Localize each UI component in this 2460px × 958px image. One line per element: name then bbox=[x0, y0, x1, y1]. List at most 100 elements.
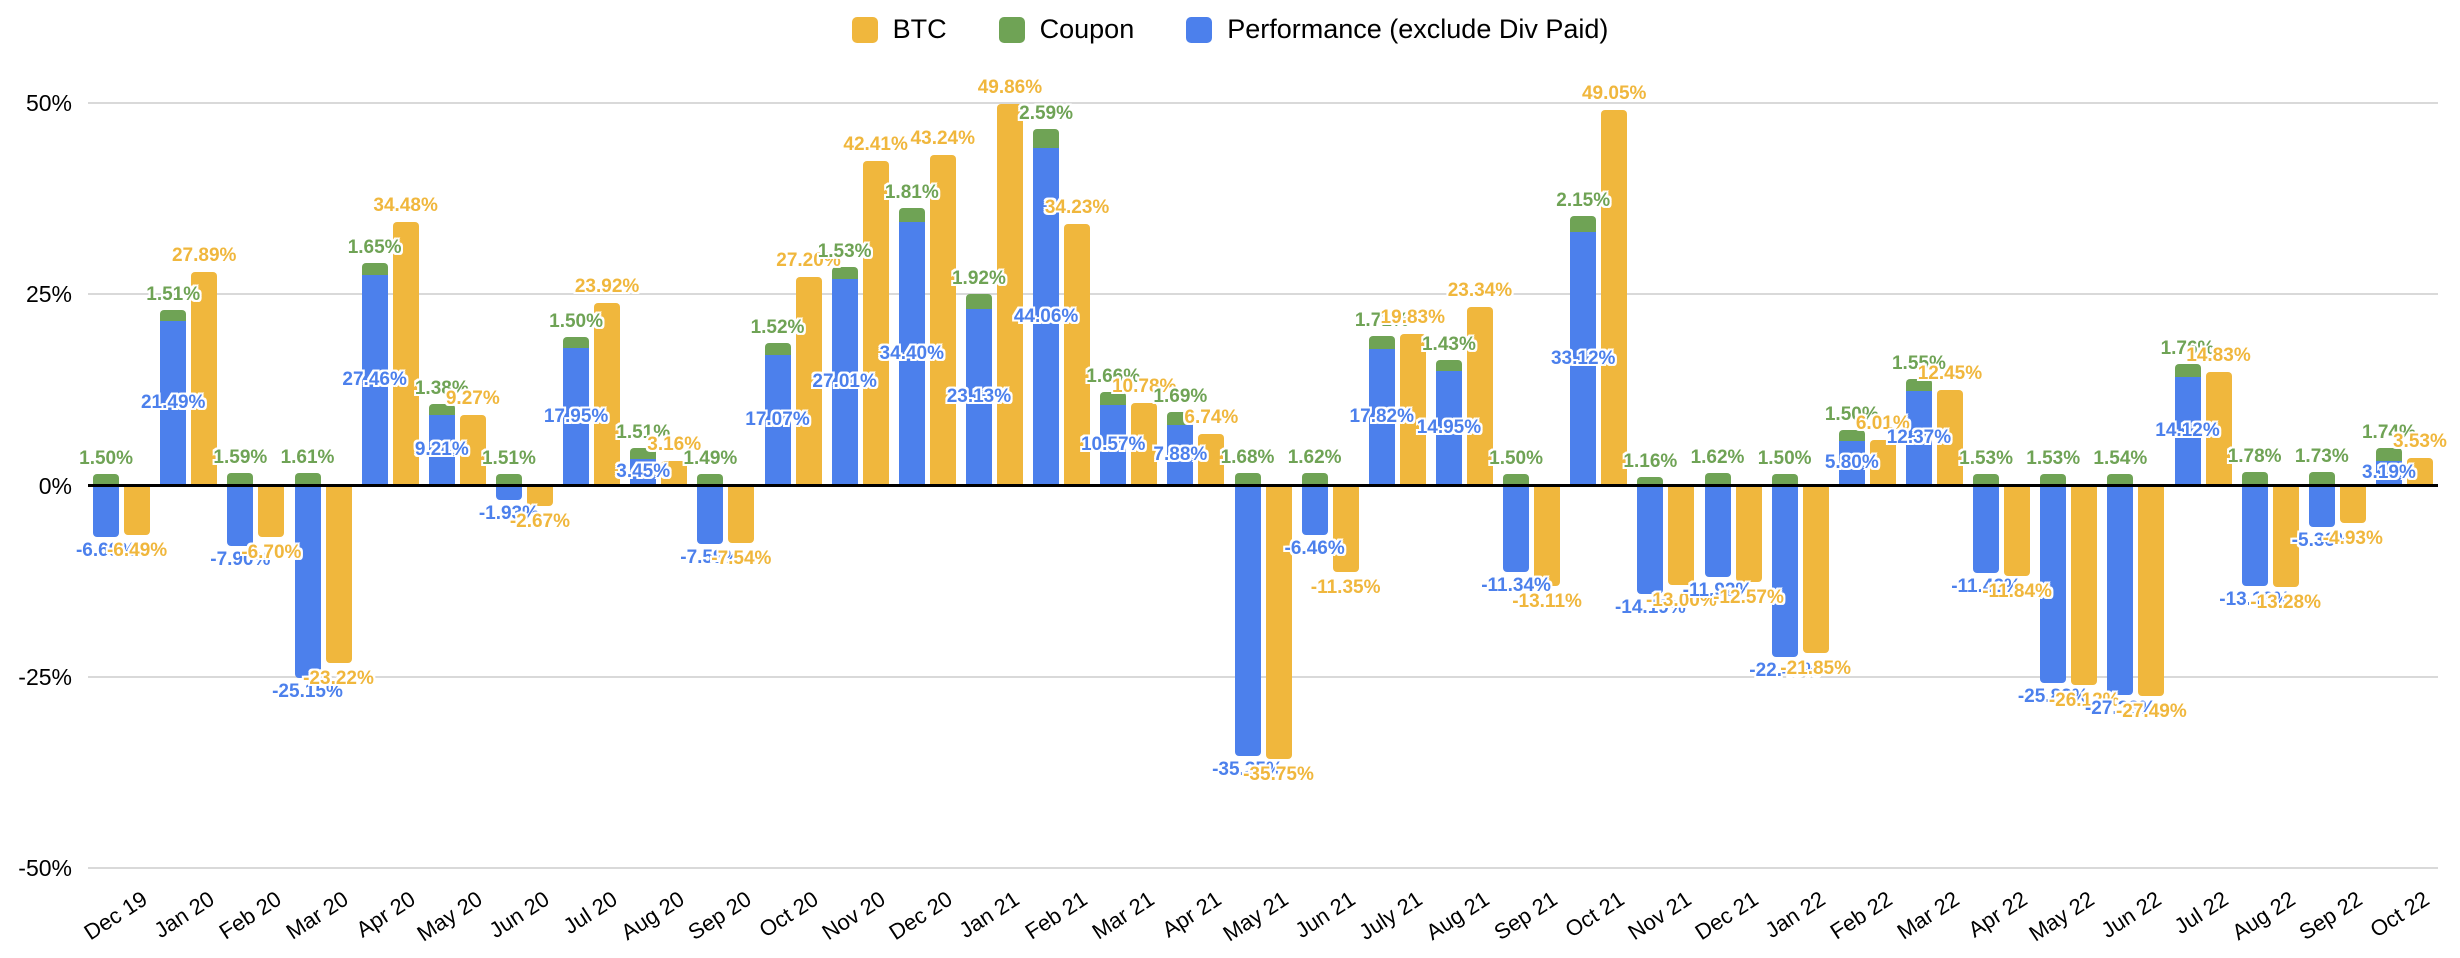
legend-item-performance[interactable]: Performance (exclude Div Paid) bbox=[1186, 14, 1608, 45]
bar-coupon[interactable] bbox=[965, 293, 992, 309]
bar-performance[interactable] bbox=[1637, 485, 1664, 595]
bar-performance[interactable] bbox=[2040, 485, 2067, 684]
legend-item-btc[interactable]: BTC bbox=[851, 14, 947, 45]
bar-performance[interactable] bbox=[1838, 441, 1865, 486]
bar-performance[interactable] bbox=[1973, 485, 2000, 573]
bar-btc[interactable] bbox=[594, 302, 621, 486]
bar-performance[interactable] bbox=[1503, 485, 1530, 573]
bar-btc[interactable] bbox=[795, 277, 822, 486]
bar-performance[interactable] bbox=[1301, 485, 1328, 535]
bar-performance[interactable] bbox=[428, 415, 455, 486]
bar-performance[interactable] bbox=[898, 222, 925, 486]
bar-performance[interactable] bbox=[1234, 485, 1261, 756]
bar-performance[interactable] bbox=[697, 485, 724, 544]
bar-coupon[interactable] bbox=[1100, 391, 1127, 405]
bar-coupon[interactable] bbox=[1368, 336, 1395, 350]
bar-btc[interactable] bbox=[526, 485, 553, 506]
bar-performance[interactable] bbox=[361, 275, 388, 486]
bar-btc[interactable] bbox=[1265, 485, 1292, 759]
bar-coupon[interactable] bbox=[1771, 474, 1798, 486]
bar-coupon[interactable] bbox=[1167, 412, 1194, 426]
bar-performance[interactable] bbox=[1704, 485, 1731, 577]
bar-performance[interactable] bbox=[1435, 371, 1462, 486]
bar-performance[interactable] bbox=[1570, 232, 1597, 486]
bar-coupon[interactable] bbox=[1838, 429, 1865, 442]
bar-coupon[interactable] bbox=[160, 309, 187, 322]
bar-coupon[interactable] bbox=[2107, 473, 2134, 486]
bar-btc[interactable] bbox=[124, 485, 151, 536]
bar-btc[interactable] bbox=[1131, 403, 1158, 486]
bar-btc[interactable] bbox=[258, 485, 285, 537]
bar-coupon[interactable] bbox=[1637, 476, 1664, 486]
bar-performance[interactable] bbox=[227, 485, 254, 546]
bar-btc[interactable] bbox=[661, 461, 688, 486]
bar-performance[interactable] bbox=[1167, 425, 1194, 486]
bar-coupon[interactable] bbox=[1503, 474, 1530, 486]
bar-coupon[interactable] bbox=[2241, 471, 2268, 486]
bar-btc[interactable] bbox=[929, 154, 956, 486]
bar-coupon[interactable] bbox=[495, 473, 522, 486]
bar-btc[interactable] bbox=[2138, 485, 2165, 696]
bar-performance[interactable] bbox=[1368, 349, 1395, 486]
bar-btc[interactable] bbox=[1802, 485, 1829, 653]
bar-performance[interactable] bbox=[1905, 390, 1932, 486]
bar-btc[interactable] bbox=[1601, 110, 1628, 486]
bar-coupon[interactable] bbox=[697, 474, 724, 486]
bar-performance[interactable] bbox=[2241, 485, 2268, 586]
bar-coupon[interactable] bbox=[2174, 364, 2201, 378]
bar-coupon[interactable] bbox=[898, 208, 925, 223]
bar-btc[interactable] bbox=[2004, 485, 2031, 577]
bar-btc[interactable] bbox=[1332, 485, 1359, 573]
bar-btc[interactable] bbox=[1668, 485, 1695, 585]
bar-btc[interactable] bbox=[996, 104, 1023, 486]
bar-btc[interactable] bbox=[392, 221, 419, 486]
bar-performance[interactable] bbox=[764, 354, 791, 486]
bar-coupon[interactable] bbox=[2308, 472, 2335, 486]
bar-coupon[interactable] bbox=[563, 336, 590, 349]
bar-coupon[interactable] bbox=[2040, 473, 2067, 486]
bar-performance[interactable] bbox=[2308, 485, 2335, 527]
bar-performance[interactable] bbox=[93, 485, 120, 537]
bar-btc[interactable] bbox=[1198, 433, 1225, 486]
bar-performance[interactable] bbox=[1033, 148, 1060, 486]
bar-performance[interactable] bbox=[2375, 461, 2402, 486]
bar-performance[interactable] bbox=[965, 308, 992, 486]
bar-coupon[interactable] bbox=[294, 473, 321, 486]
bar-btc[interactable] bbox=[459, 414, 486, 486]
bar-coupon[interactable] bbox=[1033, 128, 1060, 149]
bar-performance[interactable] bbox=[160, 321, 187, 486]
bar-performance[interactable] bbox=[563, 348, 590, 486]
bar-btc[interactable] bbox=[1869, 439, 1896, 486]
bar-coupon[interactable] bbox=[1234, 472, 1261, 486]
bar-coupon[interactable] bbox=[1704, 473, 1731, 486]
bar-coupon[interactable] bbox=[1301, 473, 1328, 486]
bar-btc[interactable] bbox=[2406, 458, 2433, 486]
bar-performance[interactable] bbox=[294, 485, 321, 678]
bar-performance[interactable] bbox=[2174, 377, 2201, 486]
bar-coupon[interactable] bbox=[831, 267, 858, 279]
bar-coupon[interactable] bbox=[93, 474, 120, 486]
bar-btc[interactable] bbox=[1735, 485, 1762, 582]
bar-coupon[interactable] bbox=[1435, 360, 1462, 372]
bar-btc[interactable] bbox=[2205, 372, 2232, 486]
bar-performance[interactable] bbox=[630, 459, 657, 486]
bar-btc[interactable] bbox=[1399, 333, 1426, 486]
bar-btc[interactable] bbox=[325, 485, 352, 664]
bar-btc[interactable] bbox=[1936, 390, 1963, 486]
bar-btc[interactable] bbox=[2272, 485, 2299, 588]
bar-btc[interactable] bbox=[1466, 306, 1493, 486]
bar-coupon[interactable] bbox=[227, 473, 254, 486]
legend-item-coupon[interactable]: Coupon bbox=[998, 14, 1134, 45]
bar-btc[interactable] bbox=[728, 485, 755, 544]
bar-coupon[interactable] bbox=[2375, 447, 2402, 462]
bar-btc[interactable] bbox=[1534, 485, 1561, 586]
bar-btc[interactable] bbox=[1064, 223, 1091, 486]
bar-coupon[interactable] bbox=[1570, 215, 1597, 233]
bar-coupon[interactable] bbox=[1905, 379, 1932, 391]
bar-performance[interactable] bbox=[2107, 485, 2134, 695]
bar-performance[interactable] bbox=[831, 278, 858, 486]
bar-btc[interactable] bbox=[191, 272, 218, 486]
bar-coupon[interactable] bbox=[630, 447, 657, 460]
bar-performance[interactable] bbox=[1771, 485, 1798, 657]
bar-btc[interactable] bbox=[862, 161, 889, 486]
